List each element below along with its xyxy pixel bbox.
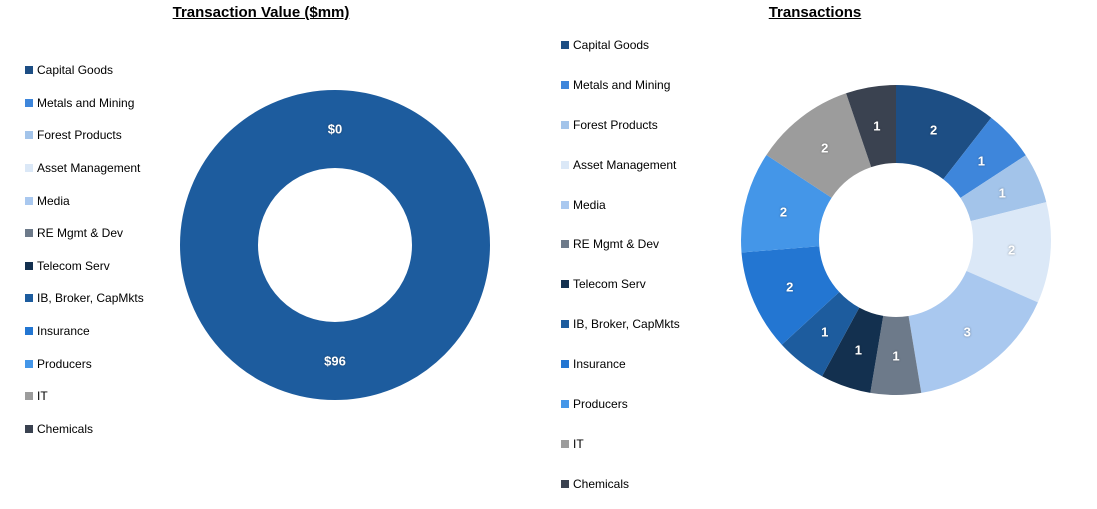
legend-swatch-icon [561, 200, 569, 209]
legend-label: Insurance [573, 357, 626, 372]
donut-slice-asset-management [741, 85, 1051, 395]
legend-item-metals-and-mining: Metals and Mining [25, 87, 144, 120]
legend-item-media: Media [561, 185, 680, 225]
legend-label: Metals and Mining [37, 95, 135, 110]
legend-label: Telecom Serv [573, 277, 646, 292]
legend-label: Producers [37, 356, 92, 371]
transactions-legend: Capital Goods Metals and Mining Forest Pro… [561, 25, 680, 504]
legend-item-asset-management: Asset Management [561, 145, 680, 185]
donut-slice-ib-broker-capmkts [180, 90, 490, 400]
legend-label: Forest Products [37, 128, 122, 143]
legend-swatch-icon [25, 131, 33, 140]
legend-label: Insurance [37, 324, 90, 339]
legend-label: Metals and Mining [573, 77, 671, 92]
legend-swatch-icon [561, 120, 569, 129]
donut-slice-chemicals [741, 85, 1051, 395]
legend-swatch-icon [561, 40, 569, 49]
legend-swatch-icon [25, 359, 33, 368]
legend-label: RE Mgmt & Dev [37, 226, 124, 241]
legend-label: Media [37, 193, 70, 208]
legend-swatch-icon [561, 399, 569, 408]
legend-swatch-icon [561, 280, 569, 289]
legend-label: Telecom Serv [37, 258, 110, 273]
legend-item-insurance: Insurance [561, 344, 680, 384]
legend-swatch-icon [561, 320, 569, 329]
legend-item-telecom-serv: Telecom Serv [25, 250, 144, 283]
legend-item-ib-broker-capmkts: IB, Broker, CapMkts [561, 304, 680, 344]
legend-swatch-icon [25, 98, 33, 107]
legend-swatch-icon [561, 479, 569, 488]
legend-label: Asset Management [37, 161, 141, 176]
donut-slice-producers [741, 85, 1051, 395]
legend-label: IB, Broker, CapMkts [573, 317, 680, 332]
legend-swatch-icon [561, 439, 569, 448]
legend-swatch-icon [561, 80, 569, 89]
legend-swatch-icon [25, 294, 33, 303]
legend-label: Capital Goods [573, 37, 650, 52]
legend-swatch-icon [25, 66, 33, 75]
legend-label: Chemicals [573, 476, 630, 491]
legend-label: Capital Goods [37, 63, 114, 78]
legend-item-forest-products: Forest Products [561, 105, 680, 145]
legend-item-it: IT [25, 380, 144, 413]
legend-swatch-icon [25, 392, 33, 401]
legend-item-telecom-serv: Telecom Serv [561, 264, 680, 304]
legend-item-re-mgmt-dev: RE Mgmt & Dev [25, 217, 144, 250]
legend-swatch-icon [25, 261, 33, 270]
transactions-chart-title: Transactions [768, 4, 862, 21]
legend-swatch-icon [25, 424, 33, 433]
legend-swatch-icon [25, 229, 33, 238]
legend-item-producers: Producers [561, 384, 680, 424]
legend-item-it: IT [561, 424, 680, 464]
legend-label: Chemicals [37, 421, 94, 436]
legend-label: Forest Products [573, 117, 658, 132]
legend-swatch-icon [561, 240, 569, 249]
legend-swatch-icon [561, 360, 569, 369]
legend-item-chemicals: Chemicals [25, 413, 144, 446]
legend-item-chemicals: Chemicals [561, 464, 680, 504]
legend-label: IT [37, 389, 48, 404]
legend-item-capital-goods: Capital Goods [25, 54, 144, 87]
legend-label: Media [573, 197, 606, 212]
legend-swatch-icon [561, 160, 569, 169]
transaction-value-legend: Capital Goods Metals and Mining Forest Pro… [25, 54, 144, 445]
donut-slice-re-mgmt-dev [741, 85, 1051, 395]
legend-item-capital-goods: Capital Goods [561, 25, 680, 65]
legend-item-media: Media [25, 184, 144, 217]
legend-item-forest-products: Forest Products [25, 119, 144, 152]
legend-swatch-icon [25, 164, 33, 173]
transaction-value-chart-title: Transaction Value ($mm) [172, 4, 350, 21]
legend-item-re-mgmt-dev: RE Mgmt & Dev [561, 224, 680, 264]
legend-label: RE Mgmt & Dev [573, 237, 660, 252]
legend-item-ib-broker-capmkts: IB, Broker, CapMkts [25, 282, 144, 315]
legend-item-asset-management: Asset Management [25, 152, 144, 185]
legend-label: IT [573, 436, 584, 451]
legend-swatch-icon [25, 196, 33, 205]
legend-item-insurance: Insurance [25, 315, 144, 348]
legend-label: Producers [573, 396, 628, 411]
legend-item-metals-and-mining: Metals and Mining [561, 65, 680, 105]
legend-swatch-icon [25, 327, 33, 336]
legend-label: IB, Broker, CapMkts [37, 291, 144, 306]
legend-item-producers: Producers [25, 347, 144, 380]
legend-label: Asset Management [573, 157, 677, 172]
